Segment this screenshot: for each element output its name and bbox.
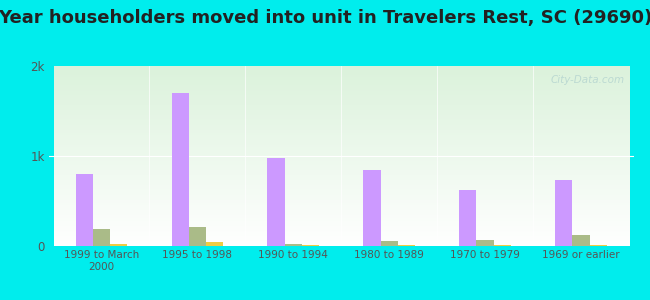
Bar [590,245,607,246]
Bar [110,244,127,246]
Bar [398,245,415,246]
Bar [75,174,93,246]
Text: City-Data.com: City-Data.com [551,75,625,85]
Bar [363,170,380,246]
Bar [172,93,188,246]
Bar [494,245,511,246]
Bar [573,235,590,246]
Bar [555,180,573,246]
Bar [93,229,110,246]
Bar [267,158,285,246]
Bar [285,244,302,246]
Bar [459,190,476,246]
Bar [476,240,494,246]
Bar [302,245,319,246]
Text: Year householders moved into unit in Travelers Rest, SC (29690): Year householders moved into unit in Tra… [0,9,650,27]
Bar [206,242,224,246]
Bar [380,241,398,246]
Bar [188,227,206,246]
